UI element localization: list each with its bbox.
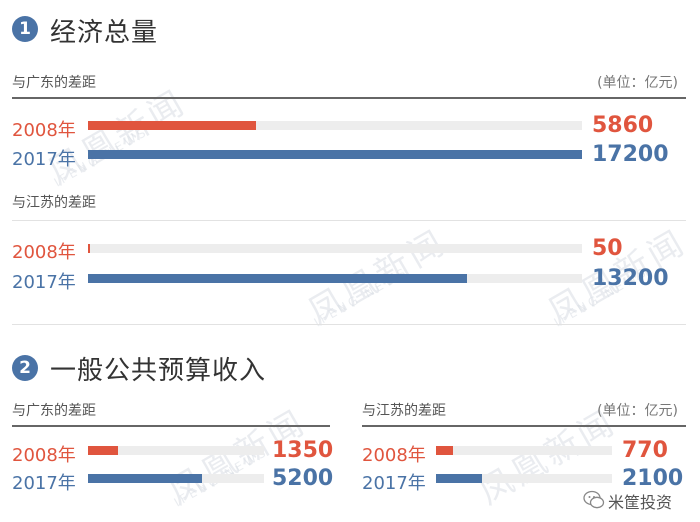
value-label: 17200: [592, 142, 669, 167]
value-label: 13200: [592, 266, 669, 291]
value-label: 770: [622, 438, 668, 463]
group-label: 与江苏的差距: [12, 195, 96, 211]
unit-label: (单位：亿元): [597, 75, 678, 91]
bar-2008: [436, 446, 453, 455]
divider: [12, 425, 330, 427]
group-label: 与江苏的差距: [362, 403, 446, 419]
section-title: 一般公共预算收入: [50, 356, 267, 386]
divider: [12, 220, 686, 221]
year-label-2017: 2017年: [362, 473, 426, 494]
bar-2008: [88, 446, 118, 455]
bar-2008: [88, 121, 257, 130]
divider: [12, 97, 686, 99]
year-label-2008: 2008年: [12, 120, 76, 141]
value-label: 5200: [272, 466, 334, 491]
divider: [12, 324, 686, 325]
bar-track: [88, 150, 582, 159]
year-label-2017: 2017年: [12, 272, 76, 293]
year-label-2017: 2017年: [12, 149, 76, 170]
divider: [362, 425, 686, 427]
bar-track: [436, 446, 612, 455]
value-label: 50: [592, 236, 623, 261]
value-label: 1350: [272, 438, 334, 463]
year-label-2008: 2008年: [362, 445, 426, 466]
value-label: 5860: [592, 113, 654, 138]
group-label: 与广东的差距: [12, 75, 96, 91]
section-number-badge: 2: [12, 355, 38, 381]
bar-track: [88, 244, 582, 253]
bar-2017: [88, 150, 582, 159]
bar-track: [88, 474, 264, 483]
bar-track: [88, 121, 582, 130]
wechat-account-name: 米筐投资: [608, 493, 673, 512]
bar-track: [436, 474, 612, 483]
bar-2017: [88, 474, 203, 483]
section-title: 经济总量: [50, 18, 159, 48]
wechat-icon: [583, 489, 605, 511]
year-label-2008: 2008年: [12, 242, 76, 263]
bar-track: [88, 446, 264, 455]
unit-label: (单位：亿元): [597, 403, 678, 419]
year-label-2017: 2017年: [12, 473, 76, 494]
bar-2017: [88, 274, 468, 283]
bar-2017: [436, 474, 483, 483]
value-label: 2100: [622, 466, 684, 491]
group-label: 与广东的差距: [12, 403, 96, 419]
section-number-badge: 1: [12, 16, 38, 42]
year-label-2008: 2008年: [12, 445, 76, 466]
bar-track: [88, 274, 582, 283]
bar-2008: [88, 244, 90, 253]
